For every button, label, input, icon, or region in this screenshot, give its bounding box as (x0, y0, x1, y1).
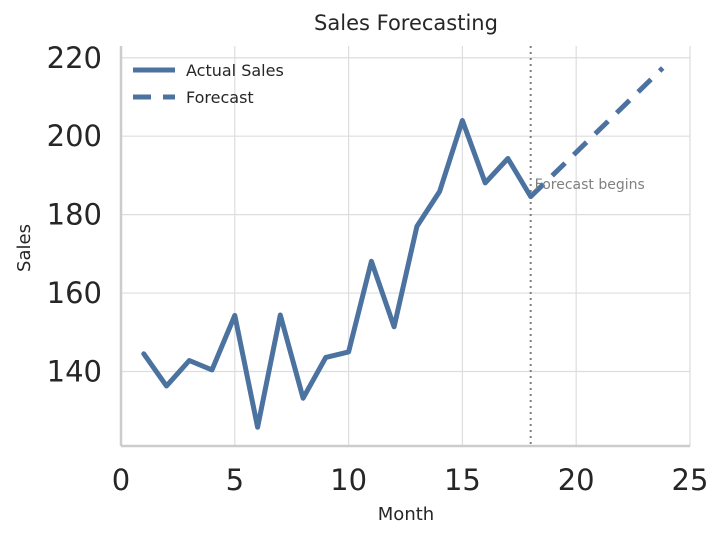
series-group (141, 66, 665, 430)
chart-title: Sales Forecasting (314, 11, 498, 35)
legend-label: Forecast (186, 88, 254, 107)
x-tick-label: 20 (558, 463, 595, 497)
y-tick-label: 180 (47, 198, 102, 232)
actual-sales-line (141, 118, 534, 430)
y-tick-label: 140 (47, 354, 102, 388)
y-tick-labels: 140 160 180 200 220 (47, 41, 102, 389)
x-tick-label: 10 (330, 463, 367, 497)
forecast-begins-annotation: Forecast begins (535, 177, 645, 193)
x-tick-label: 5 (226, 463, 244, 497)
x-tick-label: 0 (112, 463, 130, 497)
legend: Actual Sales Forecast (133, 61, 284, 107)
y-tick-label: 220 (47, 41, 102, 75)
y-axis-label: Sales (14, 224, 35, 272)
x-tick-label: 15 (444, 463, 481, 497)
y-tick-label: 200 (47, 119, 102, 153)
grid (120, 46, 691, 446)
x-axis-label: Month (378, 504, 434, 525)
x-tick-label: 25 (672, 463, 709, 497)
legend-label: Actual Sales (186, 61, 284, 80)
y-tick-label: 160 (47, 276, 102, 310)
x-tick-labels: 0 5 10 15 20 25 (112, 463, 709, 497)
forecast-line (528, 66, 665, 199)
annotations: Forecast begins (535, 177, 645, 193)
axes-spines (119, 46, 690, 448)
